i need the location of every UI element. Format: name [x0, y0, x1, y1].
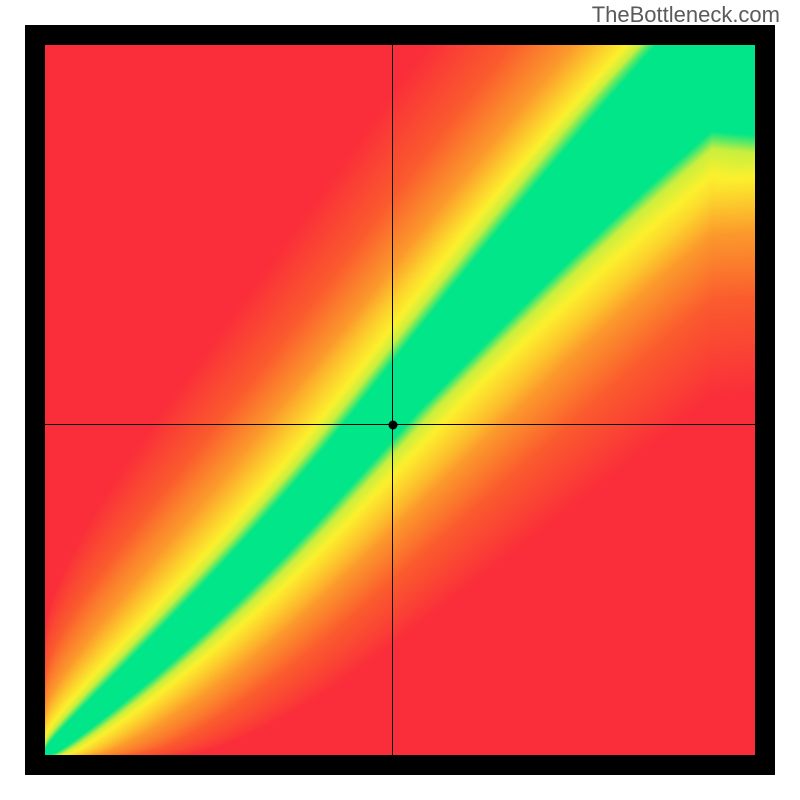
crosshair-marker: [388, 420, 397, 429]
watermark-text: TheBottleneck.com: [592, 2, 780, 28]
heatmap-canvas: [45, 45, 755, 755]
plot-outer-frame: [25, 25, 775, 775]
plot-area: [45, 45, 755, 755]
crosshair-horizontal: [45, 424, 755, 425]
root-container: TheBottleneck.com: [0, 0, 800, 800]
crosshair-vertical: [392, 45, 393, 755]
